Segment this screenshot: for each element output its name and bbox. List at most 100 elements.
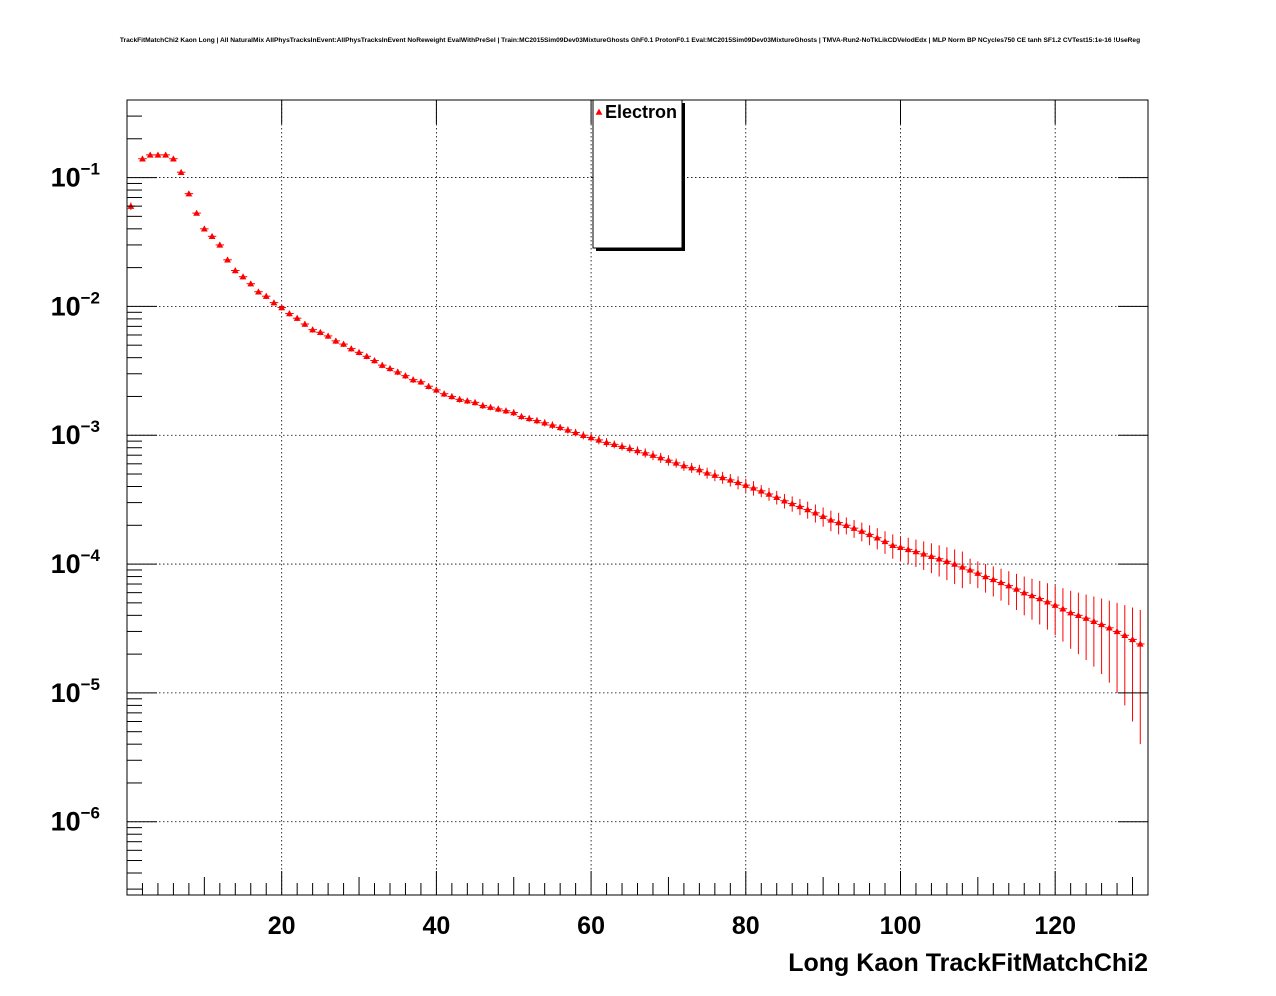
data-point-electron <box>982 573 989 580</box>
data-point-electron <box>162 151 170 158</box>
data-point-electron <box>1129 636 1136 643</box>
data-point-electron <box>363 352 371 360</box>
data-point-electron <box>200 225 208 232</box>
data-series <box>126 151 1145 745</box>
legend-entry-electron: Electron <box>595 102 677 122</box>
data-point-electron <box>286 310 293 317</box>
data-point-electron <box>711 471 719 478</box>
data-point-electron <box>603 438 610 446</box>
data-point-electron <box>247 280 255 287</box>
data-point-electron <box>185 190 193 197</box>
legend-marker-electron <box>595 108 603 115</box>
data-point-electron <box>719 474 726 481</box>
data-point-electron <box>347 345 355 352</box>
data-point-electron <box>750 484 757 491</box>
data-point-electron <box>255 288 262 295</box>
x-tick-label: 80 <box>732 912 760 940</box>
data-point-electron <box>324 332 332 339</box>
data-point-electron <box>425 382 433 389</box>
data-point-electron <box>139 155 146 162</box>
data-point-electron <box>556 424 564 431</box>
legend: Electron <box>592 99 685 251</box>
data-point-electron <box>1067 609 1075 616</box>
data-point-electron <box>1113 628 1121 635</box>
data-point-electron <box>1059 605 1067 612</box>
data-point-electron <box>378 361 386 368</box>
data-point-electron <box>1082 614 1090 621</box>
data-point-electron <box>355 348 363 356</box>
data-point-electron <box>989 576 997 583</box>
data-point-electron <box>912 548 920 555</box>
data-point-electron <box>966 566 974 573</box>
data-point-electron <box>626 445 634 452</box>
data-point-electron <box>742 481 750 488</box>
axes: 20 40 60 80 100 120 10−1 10−2 10−3 10−4 10−5 10−6 <box>51 99 1148 940</box>
data-point-electron <box>309 326 317 333</box>
data-point-electron <box>177 168 185 175</box>
data-point-electron <box>371 357 378 364</box>
data-point-electron <box>703 469 711 476</box>
data-point-electron <box>757 487 765 494</box>
data-point-electron <box>928 552 935 559</box>
data-point-electron <box>665 456 672 463</box>
data-point-electron <box>796 503 804 510</box>
chart-title: TrackFitMatchChi2 Kaon Long | All Natura… <box>120 37 1140 44</box>
data-point-electron <box>873 534 881 541</box>
data-point-electron <box>525 415 533 422</box>
data-point-electron <box>1044 598 1051 605</box>
data-point-electron <box>487 403 494 410</box>
data-point-electron <box>1121 631 1129 639</box>
data-point-electron <box>835 519 843 526</box>
data-point-electron <box>301 320 309 327</box>
data-point-electron <box>332 337 340 344</box>
legend-box <box>592 99 683 249</box>
data-point-electron <box>170 155 177 162</box>
data-point-electron <box>471 398 479 406</box>
data-point-electron <box>951 560 959 567</box>
data-point-electron <box>1005 582 1013 589</box>
data-point-electron <box>316 328 324 335</box>
data-point-electron <box>154 151 162 158</box>
data-point-electron <box>564 426 572 433</box>
y-tick-label: 10−5 <box>51 675 100 708</box>
data-point-electron <box>850 524 858 531</box>
data-point-electron <box>386 365 394 372</box>
data-point-electron <box>866 530 873 538</box>
data-point-electron <box>881 537 889 545</box>
data-point-electron <box>239 273 247 280</box>
data-point-electron <box>610 440 618 448</box>
data-point-electron <box>278 304 286 311</box>
data-point-electron <box>819 512 827 519</box>
data-point-electron <box>510 409 518 416</box>
x-axis-label: Long Kaon TrackFitMatchChi2 <box>788 949 1148 977</box>
data-point-electron <box>533 417 541 424</box>
data-point-electron <box>897 543 904 550</box>
data-point-electron <box>340 340 347 347</box>
data-point-electron <box>1051 601 1059 608</box>
data-point-electron <box>1090 617 1098 624</box>
data-point-electron <box>440 390 448 397</box>
data-point-electron <box>224 256 231 263</box>
x-tick-label: 20 <box>268 912 296 940</box>
y-tick-label: 10−4 <box>51 546 101 579</box>
data-point-electron <box>1013 585 1020 592</box>
data-point-electron <box>788 500 796 507</box>
data-point-electron <box>974 569 982 576</box>
data-point-electron <box>889 541 897 548</box>
data-point-electron <box>479 402 487 409</box>
data-point-electron <box>726 476 734 483</box>
data-point-electron <box>634 447 641 454</box>
data-point-electron <box>618 442 626 450</box>
data-point-electron <box>216 241 224 248</box>
data-point-electron <box>943 557 951 565</box>
data-point-electron <box>572 429 580 436</box>
data-point-electron <box>680 462 688 469</box>
data-point-electron <box>518 413 525 420</box>
data-point-electron <box>812 509 819 516</box>
data-point-electron <box>1036 595 1044 602</box>
data-point-electron <box>193 209 201 216</box>
data-point-electron <box>231 267 239 274</box>
x-tick-label: 100 <box>880 912 922 940</box>
data-point-electron <box>773 493 781 500</box>
data-point-electron <box>402 372 409 379</box>
